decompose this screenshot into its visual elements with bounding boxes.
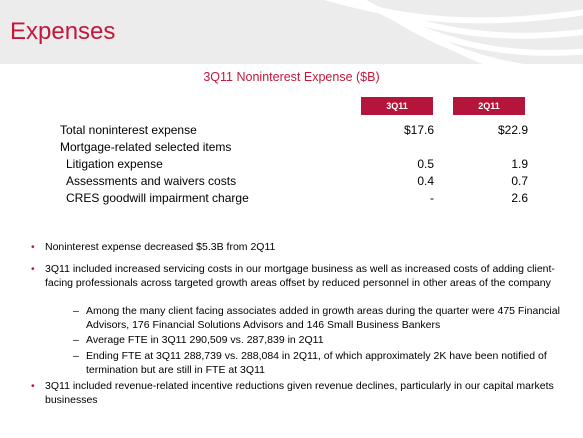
row-label: CRES goodwill impairment charge bbox=[66, 191, 249, 205]
header-band: Expenses bbox=[0, 0, 583, 64]
bullet-marker: • bbox=[31, 241, 35, 253]
bullet-item: Noninterest expense decreased $5.3B from… bbox=[45, 241, 276, 253]
row-label: Assessments and waivers costs bbox=[66, 174, 237, 188]
bullet-item: 3Q11 included revenue-related incentive … bbox=[45, 380, 554, 406]
row-value-3q11: - bbox=[430, 191, 434, 205]
row-value-2q11: 0.7 bbox=[511, 174, 528, 188]
table-row: CRES goodwill impairment charge - 2.6 bbox=[0, 191, 583, 207]
slide-title: Expenses bbox=[10, 18, 116, 45]
bullet-item: 3Q11 included increased servicing costs … bbox=[45, 263, 555, 289]
row-value-3q11: 0.5 bbox=[417, 157, 434, 171]
sub-bullet-item: Among the many client facing associates … bbox=[86, 305, 560, 331]
row-value-2q11: $22.9 bbox=[497, 123, 528, 137]
table-title: 3Q11 Noninterest Expense ($B) bbox=[203, 70, 380, 84]
sub-bullet-item: Ending FTE at 3Q11 288,739 vs. 288,084 i… bbox=[86, 350, 547, 376]
table-row: Mortgage-related selected items bbox=[0, 140, 583, 156]
row-value-3q11: 0.4 bbox=[417, 174, 434, 188]
row-value-2q11: 1.9 bbox=[511, 157, 528, 171]
bullet-marker: • bbox=[31, 263, 35, 275]
row-value-2q11: 2.6 bbox=[511, 191, 528, 205]
dash-marker: – bbox=[73, 305, 79, 317]
column-header-2q11: 2Q11 bbox=[453, 97, 525, 115]
row-label: Total noninterest expense bbox=[60, 123, 197, 137]
row-label: Litigation expense bbox=[66, 157, 163, 171]
row-value-3q11: $17.6 bbox=[403, 123, 434, 137]
sub-bullet-item: Average FTE in 3Q11 290,509 vs. 287,839 … bbox=[86, 334, 324, 346]
dash-marker: – bbox=[73, 350, 79, 362]
row-label: Mortgage-related selected items bbox=[60, 140, 232, 154]
bullet-marker: • bbox=[31, 380, 35, 392]
column-header-3q11: 3Q11 bbox=[361, 97, 433, 115]
table-row: Litigation expense 0.5 1.9 bbox=[0, 157, 583, 173]
dash-marker: – bbox=[73, 334, 79, 346]
table-row: Total noninterest expense $17.6 $22.9 bbox=[0, 123, 583, 139]
table-row: Assessments and waivers costs 0.4 0.7 bbox=[0, 174, 583, 190]
flag-swirl-logo bbox=[323, 0, 583, 64]
